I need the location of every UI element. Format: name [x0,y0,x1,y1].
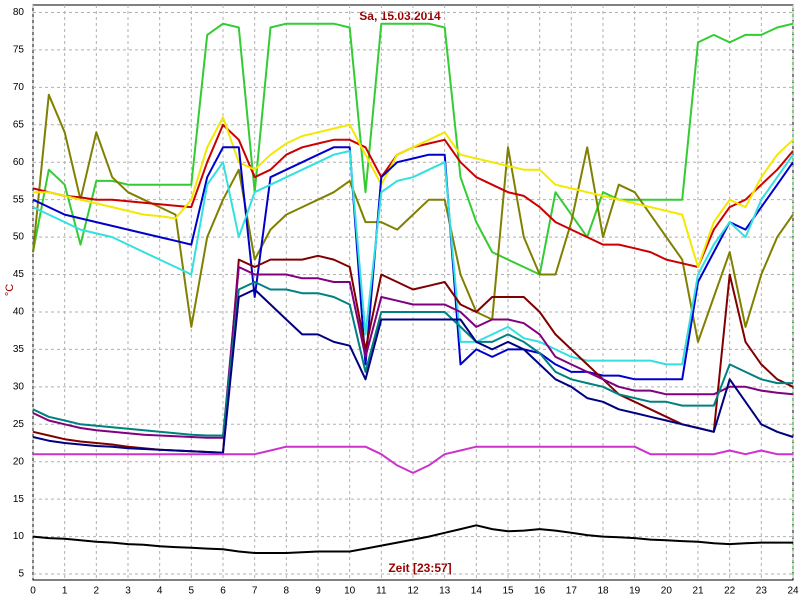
x-tick-label: 19 [629,586,641,597]
chart-title: Sa, 15.03.2014 [359,9,441,23]
x-tick-label: 22 [724,586,736,597]
x-tick-label: 2 [94,586,100,597]
y-axis-label: °C [4,284,16,296]
y-tick-label: 60 [13,157,25,168]
x-tick-label: 8 [284,586,290,597]
x-tick-label: 11 [376,586,387,597]
y-tick-label: 50 [13,232,25,243]
x-tick-label: 24 [787,586,799,597]
data-line [32,22,794,276]
x-tick-label: 10 [344,586,356,597]
y-tick-label: 5 [18,569,24,580]
data-line [32,150,794,366]
x-tick-label: 4 [157,586,163,597]
data-line [33,445,793,474]
x-tick-label: 21 [692,586,704,597]
x-tick-label: 15 [502,586,514,597]
y-tick-label: 75 [13,45,25,56]
x-axis-label: Zeit [23:57] [388,561,451,575]
x-tick-label: 12 [407,586,419,597]
data-line [32,266,794,439]
x-tick-label: 14 [471,586,483,597]
x-tick-label: 5 [189,586,195,597]
y-tick-label: 65 [13,119,25,130]
y-tick-label: 10 [13,531,25,542]
x-tick-label: 13 [439,586,451,597]
x-tick-label: 23 [756,586,768,597]
data-line [33,116,794,268]
x-tick-label: 18 [597,586,609,597]
x-tick-label: 9 [315,586,321,597]
x-tick-label: 17 [566,586,578,597]
x-tick-label: 3 [125,586,131,597]
x-tick-label: 20 [661,586,673,597]
y-tick-label: 30 [13,381,25,392]
x-tick-label: 0 [30,586,36,597]
x-tick-label: 16 [534,586,546,597]
y-tick-label: 70 [13,82,25,93]
y-tick-label: 45 [13,269,25,280]
y-tick-label: 20 [13,456,25,467]
grid [32,5,794,580]
data-line [32,146,794,381]
data-line [32,93,794,343]
x-tick-label: 1 [62,586,68,597]
y-tick-label: 35 [13,344,25,355]
data-line [32,288,794,454]
y-tick-label: 40 [13,307,25,318]
y-tick-label: 15 [13,494,25,505]
y-tick-label: 55 [13,194,25,205]
x-tick-label: 6 [220,586,226,597]
data-line [32,281,793,437]
lines [32,22,794,554]
y-tick-label: 80 [13,7,25,18]
x-tick-label: 7 [252,586,258,597]
y-tick-label: 25 [13,419,25,430]
data-line [32,524,793,554]
